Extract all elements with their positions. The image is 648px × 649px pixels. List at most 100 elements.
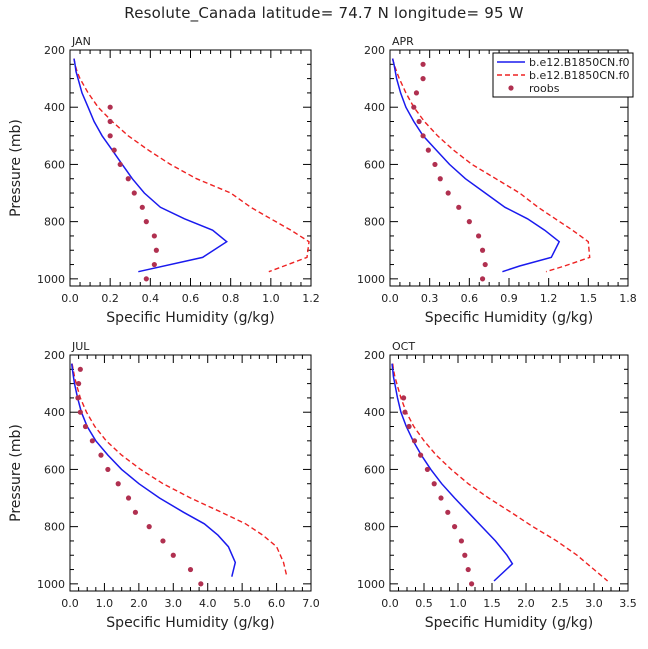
y-tick-label: 600	[44, 463, 65, 476]
x-tick-label: 1.2	[302, 292, 320, 305]
x-tick-label: 1.0	[449, 597, 467, 610]
panel-label: JUL	[71, 340, 90, 353]
x-axis-label: Specific Humidity (g/kg)	[106, 615, 274, 631]
y-tick-label: 1000	[37, 273, 65, 286]
roobs-point	[76, 381, 82, 387]
y-tick-label: 200	[44, 349, 65, 362]
roobs-point	[107, 133, 113, 139]
x-tick-label: 0.0	[381, 292, 399, 305]
plot-frame	[69, 49, 312, 287]
roobs-point	[413, 90, 420, 96]
roobs-point	[438, 495, 444, 501]
x-tick-label: 0.5	[415, 597, 433, 610]
roobs-point	[420, 133, 426, 139]
series-line-solid	[73, 58, 228, 273]
panel-jan: JAN 0.0 0.2 0.4 0.6 0.8 1.0 1.2 200 400 600 800 1000…	[8, 35, 320, 326]
roobs-point	[146, 524, 152, 530]
x-tick-label: 1.5	[580, 292, 598, 305]
roobs-point	[107, 118, 113, 125]
x-tick-label: 0.9	[500, 292, 518, 305]
roobs-point	[411, 104, 417, 110]
roobs-point	[479, 247, 486, 253]
y-tick-label: 800	[44, 521, 65, 534]
roobs-point	[416, 118, 422, 125]
series-line-dashed	[71, 363, 288, 577]
roobs-point	[465, 566, 471, 573]
roobs-point	[125, 176, 131, 182]
roobs-point	[479, 276, 486, 282]
roobs-point	[198, 581, 204, 587]
roobs-point	[456, 204, 462, 210]
x-tick-label: 0.2	[101, 292, 119, 305]
x-tick-label: 6.0	[268, 597, 286, 610]
y-tick-label: 600	[364, 463, 385, 476]
roobs-point	[170, 552, 176, 558]
series-line-dashed	[392, 363, 609, 582]
roobs-point	[445, 190, 451, 196]
roobs-point	[424, 466, 430, 473]
roobs-point	[107, 104, 113, 110]
x-axis-label: Specific Humidity (g/kg)	[425, 615, 593, 631]
x-tick-label: 0.0	[61, 597, 79, 610]
roobs-point	[151, 261, 157, 268]
roobs-point	[406, 423, 412, 430]
y-tick-label: 1000	[37, 578, 65, 591]
roobs-point	[153, 247, 159, 253]
panel-jul: JUL 0.0 1.0 2.0 3.0 4.0 5.0 6.0 7.0 200 400 600 800 1…	[8, 340, 320, 631]
series-line-dashed	[391, 58, 591, 273]
x-tick-label: 5.0	[233, 597, 251, 610]
x-tick-label: 3.0	[585, 597, 603, 610]
y-axis-label: Pressure (mb)	[8, 424, 24, 522]
x-tick-label: 1.8	[619, 292, 637, 305]
series-line-dashed	[73, 58, 310, 273]
x-tick-label: 1.2	[540, 292, 558, 305]
roobs-point	[151, 233, 157, 239]
roobs-point	[482, 261, 488, 268]
x-tick-label: 0.6	[461, 292, 479, 305]
y-tick-label: 800	[44, 216, 65, 229]
roobs-point	[105, 466, 111, 473]
x-tick-label: 0.6	[182, 292, 200, 305]
series-line-solid	[391, 363, 514, 582]
x-tick-label: 0.0	[381, 597, 399, 610]
figure-title: Resolute_Canada latitude= 74.7 N longitu…	[124, 4, 524, 22]
roobs-point	[458, 538, 464, 544]
x-tick-label: 3.5	[619, 597, 637, 610]
x-tick-label: 0.3	[421, 292, 439, 305]
x-tick-label: 1.0	[262, 292, 280, 305]
roobs-point	[420, 76, 426, 82]
x-tick-label: 2.0	[517, 597, 535, 610]
roobs-point	[425, 147, 431, 153]
roobs-point	[111, 147, 117, 153]
legend-dot-marker	[508, 85, 514, 91]
x-tick-label: 2.5	[551, 597, 569, 610]
legend-entry-label: b.e12.B1850CN.f0	[529, 56, 630, 69]
y-axis-label: Pressure (mb)	[8, 119, 24, 217]
plot-frame	[389, 354, 629, 592]
roobs-point	[402, 409, 408, 415]
roobs-point	[475, 233, 482, 239]
y-tick-label: 1000	[357, 578, 385, 591]
legend-entry-label: b.e12.B1850CN.f0	[529, 69, 630, 82]
roobs-point	[418, 452, 424, 458]
roobs-point	[82, 423, 89, 430]
panel-label: APR	[392, 35, 414, 48]
roobs-point	[77, 366, 83, 372]
x-axis-label: Specific Humidity (g/kg)	[425, 310, 593, 326]
panel-label: OCT	[392, 340, 415, 353]
y-tick-label: 200	[364, 44, 385, 57]
y-tick-label: 400	[44, 101, 65, 114]
roobs-point	[143, 276, 149, 282]
x-tick-label: 0.0	[61, 292, 79, 305]
roobs-point	[187, 566, 194, 573]
x-tick-label: 2.0	[130, 597, 148, 610]
y-tick-label: 800	[364, 216, 385, 229]
y-tick-label: 600	[364, 158, 385, 171]
roobs-point	[139, 204, 145, 210]
x-tick-label: 0.4	[142, 292, 160, 305]
y-tick-label: 800	[364, 521, 385, 534]
roobs-point	[89, 438, 95, 444]
y-tick-label: 200	[44, 44, 65, 57]
